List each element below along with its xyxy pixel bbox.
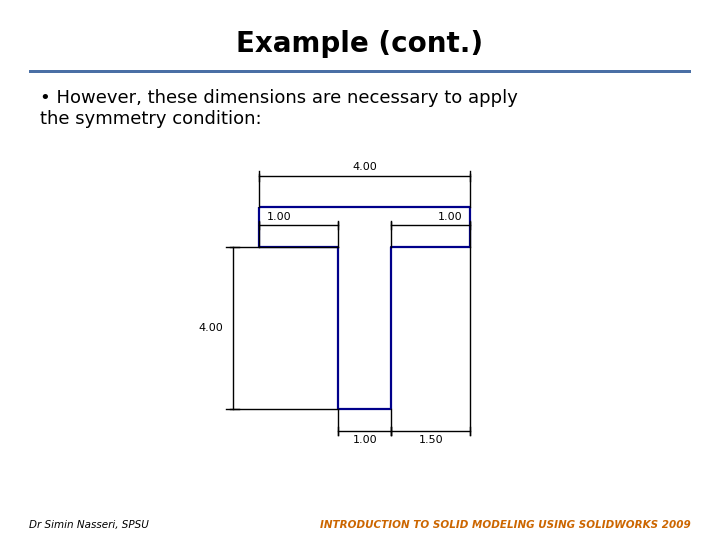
- Text: 1.00: 1.00: [267, 212, 292, 221]
- Text: 1.00: 1.00: [353, 435, 377, 445]
- Text: 1.00: 1.00: [438, 212, 462, 221]
- Text: Example (cont.): Example (cont.): [236, 30, 484, 58]
- Text: • However, these dimensions are necessary to apply
the symmetry condition:: • However, these dimensions are necessar…: [40, 89, 518, 128]
- Text: Dr Simin Nasseri, SPSU: Dr Simin Nasseri, SPSU: [29, 520, 148, 530]
- Text: INTRODUCTION TO SOLID MODELING USING SOLIDWORKS 2009: INTRODUCTION TO SOLID MODELING USING SOL…: [320, 520, 691, 530]
- Text: 4.00: 4.00: [352, 162, 377, 172]
- Text: 1.50: 1.50: [418, 435, 443, 445]
- Text: 4.00: 4.00: [199, 323, 223, 333]
